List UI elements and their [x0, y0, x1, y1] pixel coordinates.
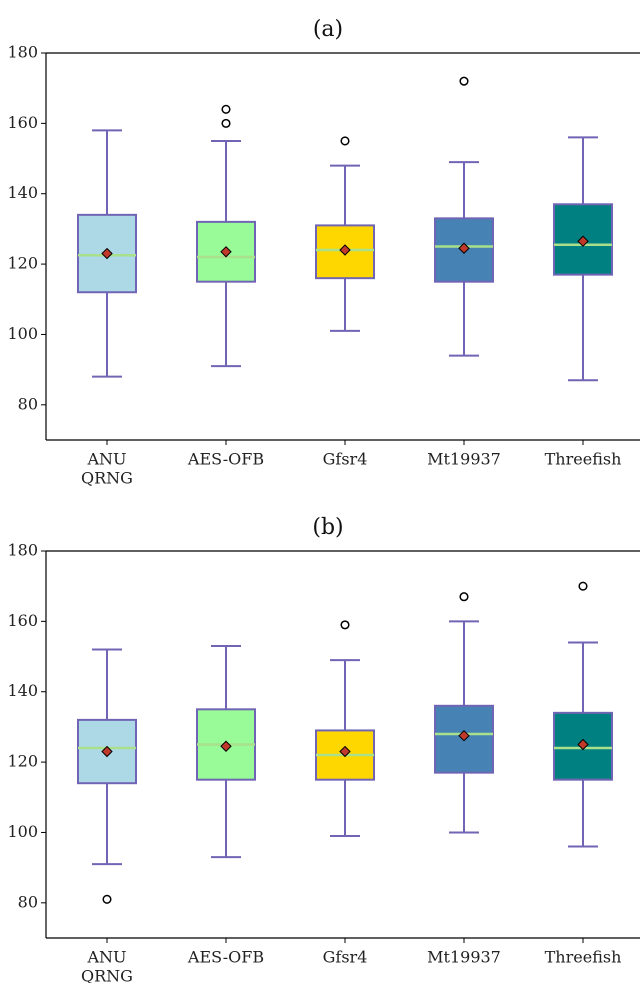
x-tick-label: QRNG [81, 469, 133, 488]
y-tick-label: 140 [7, 183, 38, 202]
y-tick-label: 100 [7, 822, 38, 841]
y-tick-label: 180 [7, 43, 38, 62]
chart-title: (b) [312, 515, 343, 540]
mean-marker [458, 242, 470, 254]
mean-marker [101, 247, 113, 260]
box-2 [315, 620, 375, 837]
outlier-point [459, 592, 469, 602]
mean-marker [577, 738, 589, 751]
box-2 [315, 136, 375, 332]
x-tick-label: QRNG [81, 967, 133, 983]
mean-marker [101, 745, 113, 758]
mean-marker [458, 729, 470, 742]
box-1 [196, 644, 256, 859]
mean-marker [220, 246, 232, 258]
chart-title: (a) [313, 17, 343, 42]
y-tick-label: 80 [18, 892, 38, 911]
x-tick-label: Threefish [545, 948, 622, 967]
x-tick-label: Gfsr4 [323, 948, 368, 967]
outlier-point [578, 581, 588, 591]
outlier-point [459, 76, 469, 86]
x-tick-label: ANU [86, 948, 126, 967]
mean-marker [339, 244, 351, 256]
outlier-point [340, 620, 350, 630]
y-tick-label: 160 [7, 611, 38, 630]
y-tick-label: 120 [7, 254, 38, 273]
mean-marker [577, 235, 589, 247]
mean-marker [220, 740, 232, 752]
box-4 [553, 581, 613, 848]
box-4 [553, 136, 613, 382]
box-3 [434, 592, 494, 834]
y-tick-label: 120 [7, 752, 38, 771]
x-tick-label: Mt19937 [427, 450, 501, 469]
x-tick-label: Threefish [545, 450, 622, 469]
x-tick-label: Mt19937 [427, 948, 501, 967]
x-tick-label: Gfsr4 [323, 450, 368, 469]
outlier-point [221, 118, 231, 128]
box-0 [77, 648, 137, 904]
mean-marker [339, 745, 351, 758]
outlier-point [340, 136, 350, 146]
x-tick-label: AES-OFB [187, 948, 264, 967]
y-tick-label: 140 [7, 681, 38, 700]
y-tick-label: 180 [7, 541, 38, 560]
outlier-point [102, 894, 112, 904]
y-tick-label: 80 [18, 394, 38, 413]
box-0 [77, 129, 137, 378]
x-tick-label: AES-OFB [187, 450, 264, 469]
box-3 [434, 76, 494, 357]
y-tick-label: 100 [7, 324, 38, 343]
x-tick-label: ANU [86, 450, 126, 469]
box-1 [196, 104, 256, 368]
y-tick-label: 160 [7, 113, 38, 132]
outlier-point [221, 104, 231, 114]
